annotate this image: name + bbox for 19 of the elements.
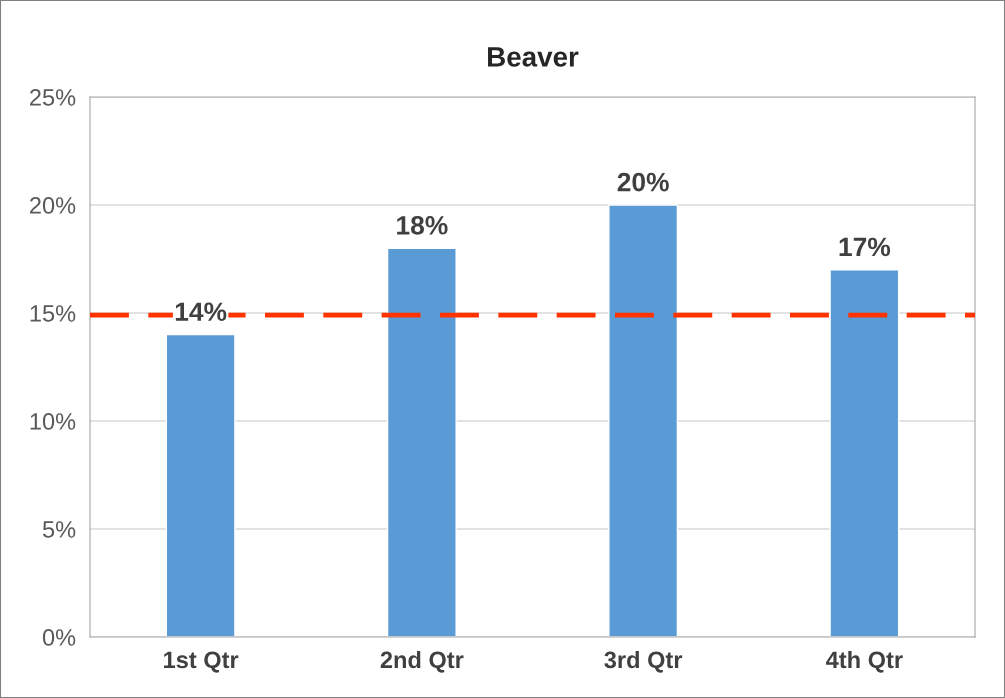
bar bbox=[386, 247, 457, 637]
y-tick-label: 5% bbox=[42, 521, 76, 538]
x-tick-label: 1st Qtr bbox=[164, 651, 239, 673]
bar bbox=[608, 204, 679, 637]
data-label: 20% bbox=[617, 172, 669, 192]
data-label: 17% bbox=[839, 237, 891, 257]
y-tick-label: 25% bbox=[30, 89, 76, 106]
x-tick-label: 4th Qtr bbox=[826, 650, 903, 673]
bar bbox=[829, 269, 900, 637]
y-tick-label: 15% bbox=[30, 305, 76, 322]
bar bbox=[165, 333, 236, 637]
y-tick-label: 0% bbox=[42, 629, 76, 646]
x-tick-label: 2nd Qtr bbox=[380, 650, 464, 673]
data-label: 18% bbox=[397, 215, 448, 235]
x-tick-label: 3rd Qtr bbox=[604, 650, 683, 673]
y-tick-label: 20% bbox=[30, 197, 76, 214]
chart-title: Beaver bbox=[488, 47, 579, 67]
y-tick-label: 10% bbox=[30, 413, 76, 430]
data-label: 14% bbox=[175, 302, 227, 321]
